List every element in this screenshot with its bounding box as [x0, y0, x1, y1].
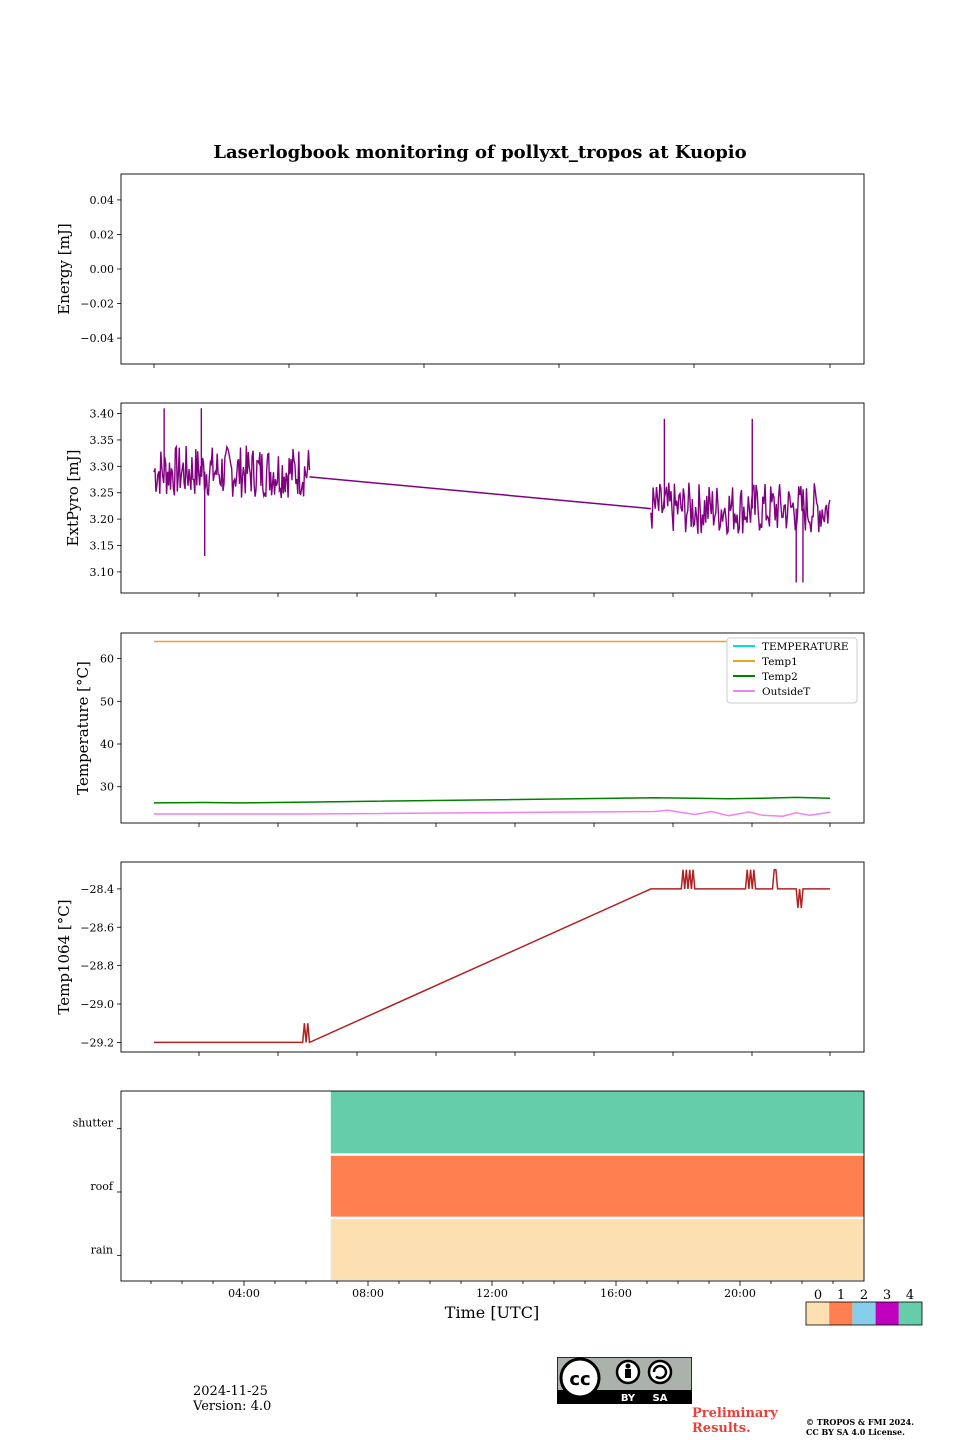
cc-sa-label: SA	[653, 1393, 668, 1404]
x-tick-label: 04:00	[228, 1287, 260, 1300]
colorbar-label: 4	[906, 1288, 914, 1303]
date-label: 2024-11-25	[193, 1384, 268, 1399]
panel-4: −28.4 −28.6 −28.8 −29.0 −29.2 Temp1064 [°C]	[55, 861, 865, 1056]
axes-frame	[120, 402, 865, 594]
x-tick-label: 08:00	[352, 1287, 384, 1300]
y-tick-label: 50	[100, 695, 114, 708]
colorbar-swatch	[875, 1302, 899, 1325]
flag-segment	[330, 1219, 864, 1280]
colorbar-label: 3	[883, 1288, 891, 1303]
y-tick-label: −0.04	[80, 332, 114, 345]
axes-frame	[120, 632, 865, 824]
y-tick-label: 3.15	[90, 540, 115, 553]
colorbar-label: 0	[814, 1288, 822, 1303]
panel-2: 3.40 3.35 3.30 3.25 3.20 3.15 3.10 ExtPyro [mJ]	[64, 402, 865, 597]
figure-title: Laserlogbook monitoring of pollyxt_tropo…	[213, 142, 746, 163]
panel-1: 0.04 0.02 0.00 −0.02 −0.04 Energy [mJ]	[55, 173, 865, 368]
flag-segment	[330, 1091, 864, 1154]
y-tick-label: 3.35	[90, 434, 115, 447]
y-tick-label: 40	[100, 738, 114, 751]
colorbar-label: 2	[860, 1288, 868, 1303]
colorbar-swatch	[852, 1302, 876, 1325]
x-tick-label: 20:00	[724, 1287, 756, 1300]
colorbar-border	[805, 1301, 923, 1326]
series-line	[650, 482, 831, 536]
axes-frame	[120, 173, 865, 365]
y-tick-label: 3.40	[90, 408, 115, 421]
y-axis-label: ExtPyro [mJ]	[64, 450, 82, 547]
series-line	[153, 796, 831, 804]
panel-3: 60 50 40 30 TEMPERATURE Temp1 Temp2 OutsideT Tem…	[74, 632, 865, 827]
svg-text:cc: cc	[569, 1369, 590, 1390]
copyright-line-1: © TROPOS & FMI 2024.	[806, 1417, 915, 1427]
colorbar-swatch	[898, 1302, 922, 1325]
y-tick-label: −0.02	[80, 298, 114, 311]
y-axis-label: Temperature [°C]	[74, 661, 92, 795]
y-tick-label: 3.25	[90, 487, 115, 500]
legend-label: Temp1	[762, 656, 798, 668]
y-tick-label: −29.2	[80, 1036, 114, 1049]
y-tick-label: −28.4	[80, 883, 114, 896]
preliminary-results-note: Preliminary Results.	[692, 1406, 802, 1436]
series-line	[154, 868, 830, 1044]
cc-by-label: BY	[621, 1393, 636, 1404]
legend-label: TEMPERATURE	[762, 641, 849, 653]
y-tick-label: 60	[100, 653, 114, 666]
y-tick-label: 0.02	[90, 228, 115, 241]
legend: TEMPERATURE Temp1 Temp2 OutsideT	[726, 637, 858, 704]
y-axis-label: Energy [mJ]	[55, 223, 73, 314]
row-label: rain	[91, 1243, 113, 1256]
row-label: roof	[90, 1180, 114, 1193]
y-tick-label: 3.30	[90, 460, 115, 473]
copyright-note: © TROPOS & FMI 2024. CC BY SA 4.0 Licens…	[806, 1417, 956, 1437]
legend-box	[726, 637, 858, 704]
legend-label: OutsideT	[762, 686, 810, 698]
y-tick-label: 30	[100, 781, 114, 794]
date-version-block: 2024-11-25 Version: 4.0	[193, 1384, 271, 1414]
y-tick-label: 3.20	[90, 513, 115, 526]
axes-frame	[120, 1090, 865, 1282]
cc-license-logo: cc BY SA	[556, 1356, 693, 1408]
y-tick-label: −28.6	[80, 921, 114, 934]
y-tick-label: −29.0	[80, 998, 114, 1011]
copyright-line-2: CC BY SA 4.0 License.	[806, 1427, 905, 1437]
colorbar-label: 1	[837, 1288, 845, 1303]
series-line	[309, 476, 651, 510]
y-tick-label: 3.10	[90, 566, 115, 579]
flag-segment	[330, 1155, 864, 1217]
y-axis-label: Temp1064 [°C]	[55, 899, 73, 1014]
x-axis-label: Time [UTC]	[445, 1303, 539, 1322]
y-tick-label: 0.00	[90, 263, 115, 276]
x-tick-label: 16:00	[600, 1287, 632, 1300]
y-tick-label: −28.8	[80, 960, 114, 973]
series-line	[154, 809, 831, 817]
colorbar-swatch	[806, 1302, 830, 1325]
preliminary-line-2: Results.	[692, 1421, 751, 1436]
series-line	[153, 444, 311, 499]
x-tick-label: 12:00	[476, 1287, 508, 1300]
row-label: shutter	[73, 1117, 114, 1130]
preliminary-line-1: Preliminary	[692, 1406, 778, 1421]
y-tick-label: 0.04	[90, 194, 115, 207]
legend-label: Temp2	[762, 671, 798, 683]
panel-5: shutter roof rain 04:00 08:00 12:00 16:00 20:00…	[73, 1090, 923, 1326]
axes-frame	[120, 861, 865, 1053]
colorbar-swatch	[829, 1302, 853, 1325]
version-label: Version: 4.0	[193, 1399, 272, 1414]
